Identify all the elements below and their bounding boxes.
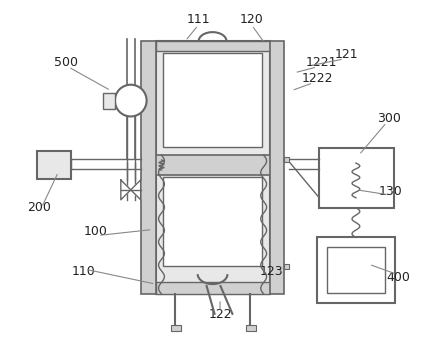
Bar bbox=[144, 155, 281, 175]
Bar bbox=[285, 157, 289, 162]
Bar bbox=[163, 177, 262, 266]
Bar bbox=[103, 93, 115, 108]
Text: 111: 111 bbox=[186, 13, 210, 26]
Text: 122: 122 bbox=[208, 308, 232, 321]
Text: 200: 200 bbox=[28, 201, 52, 214]
Bar bbox=[285, 264, 289, 269]
Bar bbox=[317, 237, 395, 303]
Bar bbox=[163, 53, 262, 147]
Text: 100: 100 bbox=[84, 225, 108, 238]
Text: 121: 121 bbox=[335, 48, 359, 61]
Bar bbox=[171, 325, 181, 331]
Text: 500: 500 bbox=[54, 56, 78, 69]
Bar bbox=[155, 282, 270, 294]
Bar bbox=[155, 41, 270, 294]
Text: 400: 400 bbox=[387, 271, 411, 284]
Text: 300: 300 bbox=[377, 112, 400, 125]
Bar bbox=[155, 41, 270, 51]
Text: 130: 130 bbox=[379, 185, 403, 198]
Circle shape bbox=[115, 85, 147, 117]
Bar bbox=[246, 325, 256, 331]
Text: 1222: 1222 bbox=[301, 72, 333, 85]
Bar bbox=[270, 41, 285, 294]
Text: 1221: 1221 bbox=[305, 56, 337, 69]
Text: 110: 110 bbox=[71, 265, 95, 278]
Text: 120: 120 bbox=[240, 13, 264, 26]
Polygon shape bbox=[121, 180, 131, 200]
Text: 123: 123 bbox=[260, 265, 283, 278]
Bar bbox=[36, 151, 71, 179]
Bar bbox=[141, 41, 155, 294]
Polygon shape bbox=[131, 180, 141, 200]
Bar bbox=[319, 148, 393, 208]
Bar bbox=[327, 247, 385, 293]
